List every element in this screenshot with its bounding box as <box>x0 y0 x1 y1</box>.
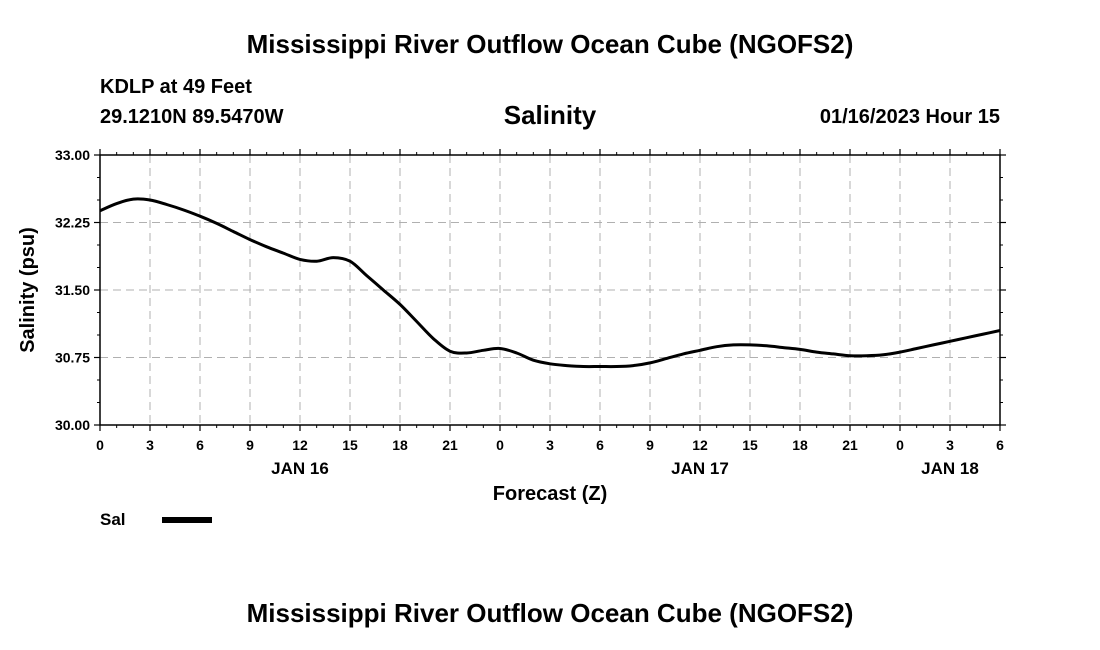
day-labels: JAN 16 JAN 17 JAN 18 <box>271 459 979 478</box>
grid-lines <box>100 155 1000 425</box>
x-tick-label: 3 <box>946 437 954 453</box>
forecast-datetime: 01/16/2023 Hour 15 <box>819 106 1000 128</box>
variable-title: Salinity <box>503 100 597 130</box>
day-label: JAN 17 <box>671 459 729 478</box>
x-tick-label: 18 <box>792 437 808 453</box>
legend-swatch <box>162 517 212 523</box>
x-tick-label: 0 <box>96 437 104 453</box>
x-tick-label: 12 <box>692 437 708 453</box>
x-tick-label: 9 <box>246 437 254 453</box>
x-tick-label: 6 <box>196 437 204 453</box>
y-tick-label: 32.25 <box>55 215 90 231</box>
plot-frame <box>99 154 1001 426</box>
x-tick-label: 21 <box>442 437 458 453</box>
x-tick-label: 6 <box>996 437 1004 453</box>
legend-label: Sal <box>100 510 126 529</box>
footer-title: Mississippi River Outflow Ocean Cube (NG… <box>246 598 854 628</box>
y-tick-labels: 30.00 30.75 31.50 32.25 33.00 <box>55 147 90 433</box>
x-tick-label: 15 <box>342 437 358 453</box>
x-tick-label: 15 <box>742 437 758 453</box>
series-lines <box>99 197 1001 369</box>
x-axis-label: Forecast (Z) <box>493 483 607 505</box>
x-tick-label: 3 <box>146 437 154 453</box>
x-tick-label: 18 <box>392 437 408 453</box>
x-tick-label: 12 <box>292 437 308 453</box>
x-tick-label: 21 <box>842 437 858 453</box>
chart-title: Mississippi River Outflow Ocean Cube (NG… <box>246 29 854 59</box>
x-tick-label: 0 <box>896 437 904 453</box>
y-tick-label: 30.00 <box>55 417 90 433</box>
station-label: KDLP at 49 Feet <box>100 76 252 98</box>
y-tick-label: 30.75 <box>55 350 90 366</box>
x-tick-label: 9 <box>646 437 654 453</box>
x-tick-label: 3 <box>546 437 554 453</box>
x-tick-label: 0 <box>496 437 504 453</box>
day-label: JAN 18 <box>921 459 979 478</box>
y-tick-label: 33.00 <box>55 147 90 163</box>
x-tick-label: 6 <box>596 437 604 453</box>
y-axis-label: Salinity (psu) <box>17 227 39 353</box>
x-tick-labels: 0 3 6 9 12 15 18 21 0 3 6 9 12 15 18 21 0 3 6 <box>96 437 1004 453</box>
station-coordinates: 29.1210N 89.5470W <box>100 106 284 128</box>
y-tick-label: 31.50 <box>55 282 90 298</box>
day-label: JAN 16 <box>271 459 329 478</box>
